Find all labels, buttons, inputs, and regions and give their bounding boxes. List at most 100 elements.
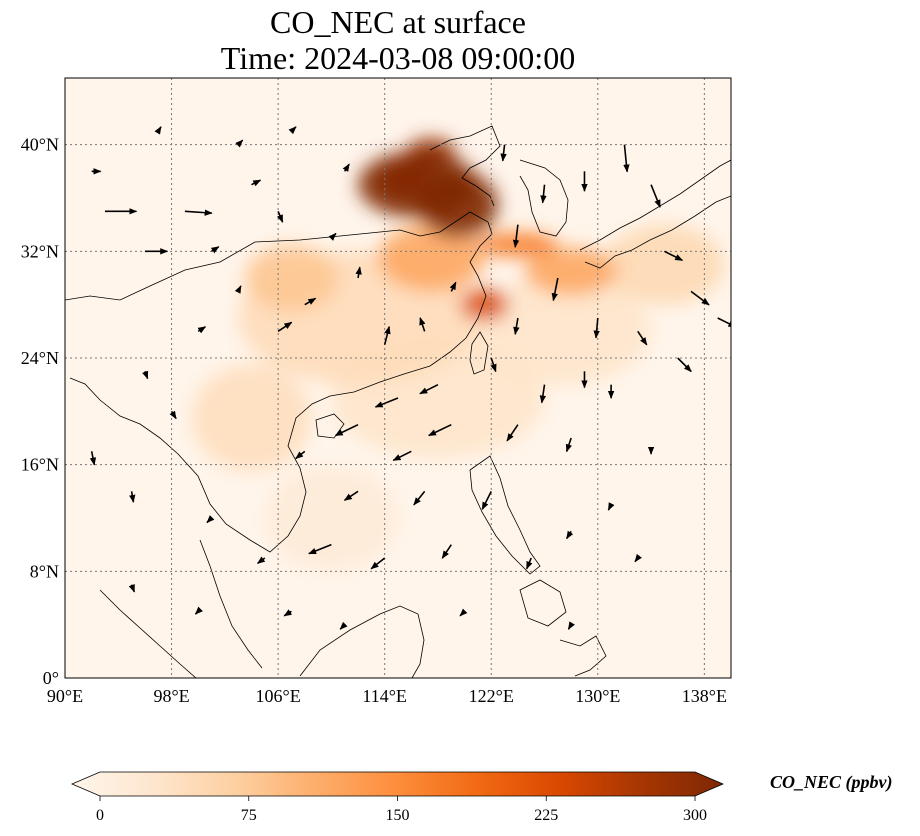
wind-arrow: [283, 609, 293, 617]
wind-arrow: [342, 163, 350, 172]
wind-arrow: [540, 184, 547, 204]
concentration-patch: [417, 171, 498, 238]
wind-arrow: [308, 543, 332, 555]
colorbar-tick-label: 150: [386, 807, 410, 824]
map-frame: [64, 77, 732, 679]
wind-arrow: [334, 423, 359, 437]
wind-vectors: [89, 126, 731, 630]
map-time-subtitle: Time: 2024-03-08 09:00:00: [220, 40, 576, 76]
wind-arrow: [525, 557, 533, 570]
concentration-patch: [604, 224, 725, 305]
wind-arrow: [383, 325, 391, 345]
coastline-taiwan: [469, 331, 489, 375]
coastline-sulawesi: [559, 635, 607, 677]
wind-arrow: [449, 281, 457, 292]
lat-tick-label: 0°: [43, 668, 59, 688]
lat-tick-label: 24°N: [21, 348, 59, 368]
wind-arrow: [392, 450, 412, 462]
wind-arrow: [593, 317, 600, 339]
wind-arrow: [194, 606, 203, 615]
wind-arrow: [513, 317, 520, 335]
wind-arrow: [690, 290, 710, 306]
coastline-sumatra: [99, 589, 197, 678]
wind-arrow: [197, 326, 207, 334]
wind-arrow: [419, 317, 426, 332]
wind-arrow: [370, 557, 386, 570]
wind-arrow: [235, 139, 244, 148]
wind-arrow: [677, 357, 692, 373]
wind-arrow: [717, 317, 731, 328]
wind-arrow: [184, 209, 213, 216]
latitude-ticks: 0° 8°N 16°N 24°N 32°N 40°N: [21, 135, 59, 688]
wind-arrow: [142, 370, 149, 380]
wind-arrow: [234, 285, 242, 294]
wind-arrow: [210, 246, 220, 254]
lat-tick-label: 32°N: [21, 241, 59, 261]
lon-tick-label: 98°E: [153, 686, 189, 706]
wind-arrow: [664, 250, 684, 262]
lat-tick-label: 40°N: [21, 135, 59, 155]
wind-arrow: [339, 621, 348, 630]
wind-arrow: [551, 277, 559, 302]
wind-arrow: [565, 530, 574, 540]
map-title: CO_NEC at surface: [270, 4, 526, 40]
wind-arrow: [355, 266, 362, 279]
lon-tick-label: 138°E: [682, 686, 727, 706]
coastline-bohai: [429, 125, 501, 207]
wind-arrow: [419, 383, 439, 395]
wind-arrow: [441, 544, 452, 559]
wind-arrow: [634, 553, 642, 563]
concentration-patch: [244, 244, 339, 312]
colorbar-tick-label: 0: [96, 807, 104, 824]
wind-arrow: [251, 179, 262, 187]
wind-arrow: [304, 297, 317, 306]
coastline-borneo: [299, 605, 425, 678]
coastline-korea: [519, 159, 569, 237]
wind-arrow: [512, 224, 520, 248]
wind-arrow: [650, 184, 661, 208]
wind-arrow: [128, 584, 136, 593]
wind-arrow: [276, 211, 284, 223]
wind-arrow: [490, 357, 497, 373]
colorbar-ticks: 0 75 150 225 300: [96, 796, 707, 824]
concentration-patch: [191, 364, 312, 472]
gridlines: [65, 78, 731, 678]
wind-arrow: [565, 437, 572, 453]
map-panel: 90°E 98°E 106°E 114°E 122°E 130°E 138°E 0° 8°N 1…: [21, 77, 732, 706]
wind-arrow: [129, 491, 136, 503]
wind-arrow: [374, 397, 399, 408]
wind-arrow: [295, 450, 306, 460]
wind-arrow: [343, 490, 359, 501]
coastline-malay: [199, 539, 263, 669]
wind-arrow: [413, 490, 426, 506]
wind-arrow: [481, 490, 492, 511]
wind-arrow: [288, 126, 297, 135]
wind-arrow: [89, 451, 97, 466]
wind-arrow: [277, 321, 293, 332]
wind-arrow: [637, 330, 648, 346]
coastlines: [65, 125, 731, 678]
coastline-mindanao: [519, 579, 567, 627]
concentration-patch: [264, 464, 398, 572]
wind-arrow: [539, 384, 547, 404]
wind-arrow: [328, 232, 337, 241]
wind-arrow: [500, 144, 507, 162]
lon-tick-label: 90°E: [47, 686, 83, 706]
concentration-patch: [460, 288, 509, 321]
wind-arrow: [459, 608, 468, 617]
wind-arrow: [206, 515, 215, 524]
wind-arrow: [169, 410, 177, 420]
lon-tick-label: 122°E: [469, 686, 514, 706]
lat-tick-label: 16°N: [21, 455, 59, 475]
wind-arrow: [154, 126, 162, 135]
coastline-japan-south: [584, 195, 731, 269]
concentration-patch: [524, 247, 618, 296]
colorbar-gradient: [70, 771, 725, 797]
wind-arrow: [428, 423, 452, 437]
concentration-patch: [378, 224, 485, 292]
colorbar-tick-label: 225: [534, 807, 558, 824]
wind-arrow: [623, 144, 630, 173]
colorbar: 0 75 150 225 300 CO_NEC (ppbv): [70, 771, 893, 824]
coastline-luzon: [469, 455, 541, 575]
